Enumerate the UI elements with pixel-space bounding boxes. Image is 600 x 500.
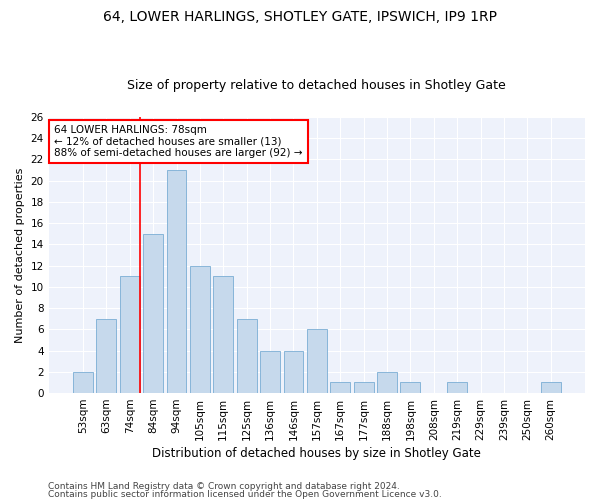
Bar xyxy=(400,382,421,393)
Bar xyxy=(143,234,163,393)
Bar xyxy=(330,382,350,393)
Bar xyxy=(120,276,140,393)
Bar xyxy=(260,350,280,393)
Bar xyxy=(237,318,257,393)
Bar xyxy=(284,350,304,393)
Bar xyxy=(73,372,93,393)
Bar xyxy=(447,382,467,393)
Bar xyxy=(190,266,210,393)
Bar xyxy=(377,372,397,393)
Text: 64, LOWER HARLINGS, SHOTLEY GATE, IPSWICH, IP9 1RP: 64, LOWER HARLINGS, SHOTLEY GATE, IPSWIC… xyxy=(103,10,497,24)
Bar xyxy=(167,170,187,393)
Title: Size of property relative to detached houses in Shotley Gate: Size of property relative to detached ho… xyxy=(127,79,506,92)
Bar xyxy=(307,330,327,393)
Bar xyxy=(541,382,560,393)
Bar xyxy=(214,276,233,393)
Bar xyxy=(353,382,374,393)
Bar xyxy=(97,318,116,393)
Text: 64 LOWER HARLINGS: 78sqm
← 12% of detached houses are smaller (13)
88% of semi-d: 64 LOWER HARLINGS: 78sqm ← 12% of detach… xyxy=(54,125,302,158)
Text: Contains public sector information licensed under the Open Government Licence v3: Contains public sector information licen… xyxy=(48,490,442,499)
Text: Contains HM Land Registry data © Crown copyright and database right 2024.: Contains HM Land Registry data © Crown c… xyxy=(48,482,400,491)
Y-axis label: Number of detached properties: Number of detached properties xyxy=(15,167,25,342)
X-axis label: Distribution of detached houses by size in Shotley Gate: Distribution of detached houses by size … xyxy=(152,447,481,460)
